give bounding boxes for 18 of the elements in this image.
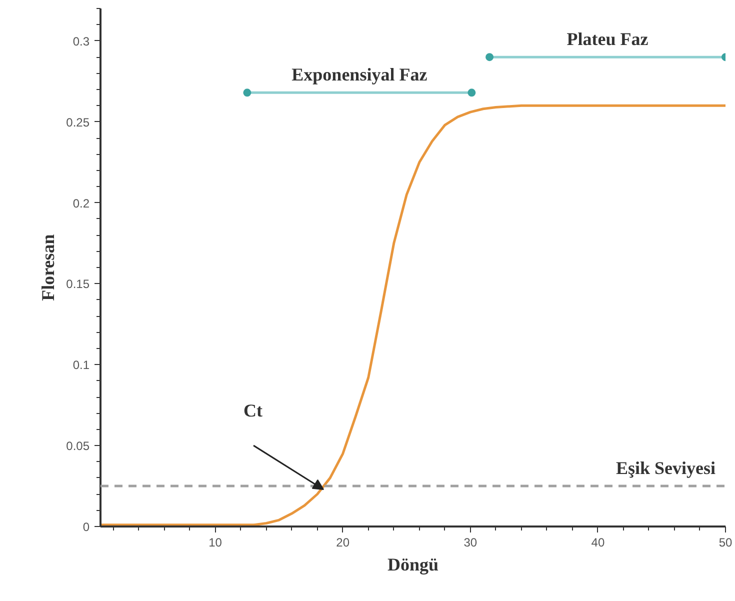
series-label: Exponensiyal Faz xyxy=(292,64,428,85)
y-tick-label: 0.1 xyxy=(72,358,90,372)
x-tick-label: 10 xyxy=(208,536,222,550)
ref-line-label: Eşik Seviyesi xyxy=(616,458,716,478)
y-tick-label: 0.05 xyxy=(66,439,90,454)
x-tick-label: 30 xyxy=(464,536,478,550)
x-tick-label: 50 xyxy=(718,536,732,550)
x-axis-title: Döngü xyxy=(387,554,439,574)
y-tick-label: 0.2 xyxy=(72,196,90,210)
y-axis-title: Floresan xyxy=(38,234,58,301)
y-tick-label: 0.15 xyxy=(66,277,90,292)
y-tick-label: 0 xyxy=(82,520,90,534)
annotation: Ct xyxy=(244,400,262,420)
series-label: Plateu Faz xyxy=(566,29,648,50)
x-tick-label: 40 xyxy=(591,536,605,550)
y-tick-label: 0.3 xyxy=(72,34,90,48)
y-tick-label: 0.25 xyxy=(66,115,90,130)
x-tick-label: 20 xyxy=(336,536,350,550)
